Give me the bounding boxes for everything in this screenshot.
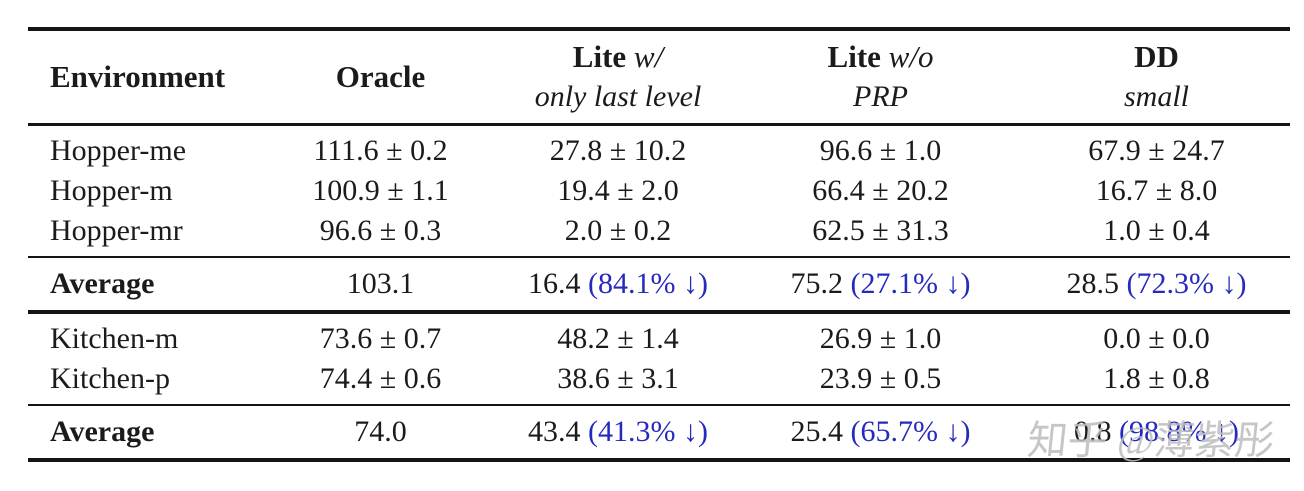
col-header-environment: Environment — [50, 59, 226, 94]
oracle-average: 74.0 — [354, 415, 407, 448]
table-row-hopper-mr: Hopper-mr 96.6 ± 0.3 2.0 ± 0.2 62.5 ± 31… — [28, 211, 1290, 251]
table-row-hopper-me: Hopper-me 111.6 ± 0.2 27.8 ± 10.2 96.6 ±… — [28, 131, 1290, 171]
oracle-value: 73.6 ± 0.7 — [319, 322, 442, 355]
env-label: Hopper-mr — [50, 214, 183, 247]
lite-w-value: 48.2 ± 1.4 — [557, 322, 679, 355]
average-label: Average — [50, 267, 155, 300]
table-header-row: Environment Oracle Lite w/ only last lev… — [28, 31, 1290, 123]
env-label: Kitchen-m — [50, 322, 179, 355]
lite-w-average: 16.4 (84.1% ↓) — [528, 267, 708, 300]
dd-average: 28.5 (72.3% ↓) — [1066, 267, 1247, 300]
table-row-kitchen-m: Kitchen-m 73.6 ± 0.7 48.2 ± 1.4 26.9 ± 1… — [28, 319, 1290, 359]
oracle-value: 100.9 ± 1.1 — [312, 174, 449, 207]
oracle-value: 74.4 ± 0.6 — [319, 362, 442, 395]
reduction-percent: (72.3% ↓) — [1126, 267, 1247, 300]
reduction-percent: (65.7% ↓) — [850, 415, 971, 448]
env-label: Kitchen-p — [50, 362, 170, 395]
lite-w-value: 27.8 ± 10.2 — [549, 134, 687, 167]
env-label: Hopper-m — [50, 174, 173, 207]
table-rule-mid — [28, 310, 1290, 314]
lite-wo-value: 66.4 ± 20.2 — [812, 174, 949, 207]
env-label: Hopper-me — [50, 134, 187, 167]
col-header-dd: DD small — [1123, 39, 1189, 113]
reduction-percent: (27.1% ↓) — [850, 267, 971, 300]
lite-wo-value: 62.5 ± 31.3 — [812, 214, 949, 247]
table-row-kitchen-p: Kitchen-p 74.4 ± 0.6 38.6 ± 3.1 23.9 ± 0… — [28, 359, 1290, 399]
lite-wo-value: 23.9 ± 0.5 — [819, 362, 942, 395]
oracle-average: 103.1 — [346, 267, 415, 300]
lite-w-value: 38.6 ± 3.1 — [557, 362, 679, 395]
table-rule-above-kitchen-average — [28, 404, 1290, 406]
table-rule-above-hopper-average — [28, 256, 1290, 258]
dd-value: 0.0 ± 0.0 — [1103, 322, 1210, 355]
col-header-lite-w: Lite w/ only last level — [534, 39, 702, 113]
results-table: Environment Oracle Lite w/ only last lev… — [28, 27, 1290, 462]
dd-value: 1.8 ± 0.8 — [1103, 362, 1210, 395]
col-header-oracle: Oracle — [335, 59, 426, 94]
average-label: Average — [50, 415, 155, 448]
lite-w-average: 43.4 (41.3% ↓) — [528, 415, 708, 448]
table-rule-bottom — [28, 458, 1290, 462]
table-row-kitchen-average: Average 74.0 43.4 (41.3% ↓) 25.4 (65.7% … — [28, 406, 1290, 458]
lite-wo-value: 96.6 ± 1.0 — [819, 134, 942, 167]
dd-average: 0.8 (98.8% ↓) — [1074, 415, 1239, 448]
lite-w-value: 19.4 ± 2.0 — [557, 174, 679, 207]
table-rule-top — [28, 27, 1290, 31]
reduction-percent: (41.3% ↓) — [588, 415, 708, 448]
lite-wo-value: 26.9 ± 1.0 — [819, 322, 942, 355]
table-rule-below-header — [28, 123, 1290, 126]
dd-value: 16.7 ± 8.0 — [1095, 174, 1218, 207]
table-row-hopper-average: Average 103.1 16.4 (84.1% ↓) 75.2 (27.1%… — [28, 258, 1290, 310]
kitchen-section: Kitchen-m 73.6 ± 0.7 48.2 ± 1.4 26.9 ± 1… — [28, 314, 1290, 404]
oracle-value: 96.6 ± 0.3 — [319, 214, 442, 247]
lite-w-value: 2.0 ± 0.2 — [564, 214, 672, 247]
reduction-percent: (84.1% ↓) — [588, 267, 708, 300]
lite-wo-average: 25.4 (65.7% ↓) — [790, 415, 971, 448]
reduction-percent: (98.8% ↓) — [1119, 415, 1239, 448]
col-header-lite-wo: Lite w/o PRP — [827, 39, 934, 113]
lite-wo-average: 75.2 (27.1% ↓) — [790, 267, 971, 300]
hopper-section: Hopper-me 111.6 ± 0.2 27.8 ± 10.2 96.6 ±… — [28, 126, 1290, 256]
dd-value: 67.9 ± 24.7 — [1088, 134, 1225, 167]
dd-value: 1.0 ± 0.4 — [1103, 214, 1210, 247]
table-row-hopper-m: Hopper-m 100.9 ± 1.1 19.4 ± 2.0 66.4 ± 2… — [28, 171, 1290, 211]
oracle-value: 111.6 ± 0.2 — [313, 134, 448, 167]
